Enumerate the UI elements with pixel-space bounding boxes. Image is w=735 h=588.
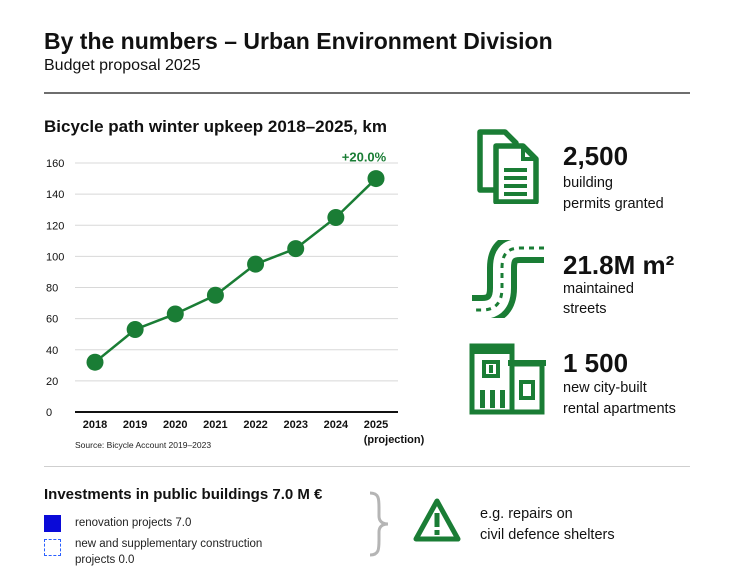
stat-streets-label-1: maintained (563, 281, 634, 297)
data-point (166, 305, 184, 323)
y-tick-label: 140 (46, 189, 64, 201)
road-icon (468, 233, 550, 325)
note-line-1: e.g. repairs on (480, 506, 573, 522)
y-tick-label: 40 (46, 345, 58, 357)
x-tick-label: 2018 (83, 419, 107, 431)
data-point (367, 170, 385, 188)
x-tick-label: 2019 (123, 419, 147, 431)
x-tick-sublabel: (projection) (364, 434, 425, 446)
header-divider (44, 92, 690, 94)
y-axis-ticks: 0 20 40 60 80 100 120 140 160 (46, 158, 64, 419)
chart-annotation: +20.0% (342, 150, 387, 165)
legend-label-new-construction-2: projects 0.0 (75, 554, 135, 566)
stat-apartments-label-2: rental apartments (563, 401, 676, 417)
y-tick-label: 0 (46, 407, 52, 419)
legend-label-renovation: renovation projects 7.0 (75, 517, 192, 529)
x-tick-label: 2022 (243, 419, 267, 431)
warning-icon (412, 497, 462, 543)
data-point (126, 321, 144, 339)
data-point (206, 286, 224, 304)
stat-permits-label-2: permits granted (563, 196, 664, 212)
x-axis-ticks: 2018 2019 2020 2021 2022 2023 2024 2025 (project… (83, 419, 425, 446)
y-tick-label: 60 (46, 314, 58, 326)
curly-brace-icon (364, 490, 392, 558)
building-icon (468, 342, 548, 416)
section-divider (44, 466, 690, 467)
chart-source: Source: Bicycle Account 2019–2023 (75, 440, 212, 450)
data-point (287, 240, 305, 258)
documents-icon (470, 128, 556, 205)
chart-title: Bicycle path winter upkeep 2018–2025, km (44, 117, 388, 136)
stat-permits-label-1: building (563, 175, 613, 191)
data-points (86, 170, 385, 371)
legend-swatch-new-construction (44, 539, 61, 556)
y-tick-label: 120 (46, 220, 64, 232)
note-line-2: civil defence shelters (480, 527, 615, 543)
data-point (327, 208, 345, 226)
x-tick-label: 2023 (283, 419, 307, 431)
page-title: By the numbers – Urban Environment Divis… (44, 28, 553, 54)
stat-permits-value: 2,500 (563, 141, 629, 171)
x-tick-label: 2024 (324, 419, 349, 431)
stat-apartments-label-1: new city-built (563, 380, 647, 396)
y-tick-label: 80 (46, 283, 58, 295)
x-tick-label: 2020 (163, 419, 187, 431)
x-tick-label: 2021 (203, 419, 227, 431)
data-point (247, 255, 265, 273)
y-tick-label: 20 (46, 376, 58, 388)
page-subtitle: Budget proposal 2025 (44, 57, 201, 74)
legend-label-new-construction-1: new and supplementary construction (75, 538, 263, 550)
x-tick-label: 2025 (364, 419, 388, 431)
data-point (86, 353, 104, 371)
stat-apartments-value: 1 500 (563, 348, 629, 378)
y-tick-label: 160 (46, 158, 64, 170)
legend-swatch-renovation (44, 515, 61, 532)
investments-title: Investments in public buildings 7.0 M € (44, 486, 323, 503)
gridlines (75, 162, 398, 382)
stat-streets-value: 21.8M m² (563, 250, 675, 280)
y-tick-label: 100 (46, 251, 64, 263)
stat-streets-label-2: streets (563, 301, 607, 317)
